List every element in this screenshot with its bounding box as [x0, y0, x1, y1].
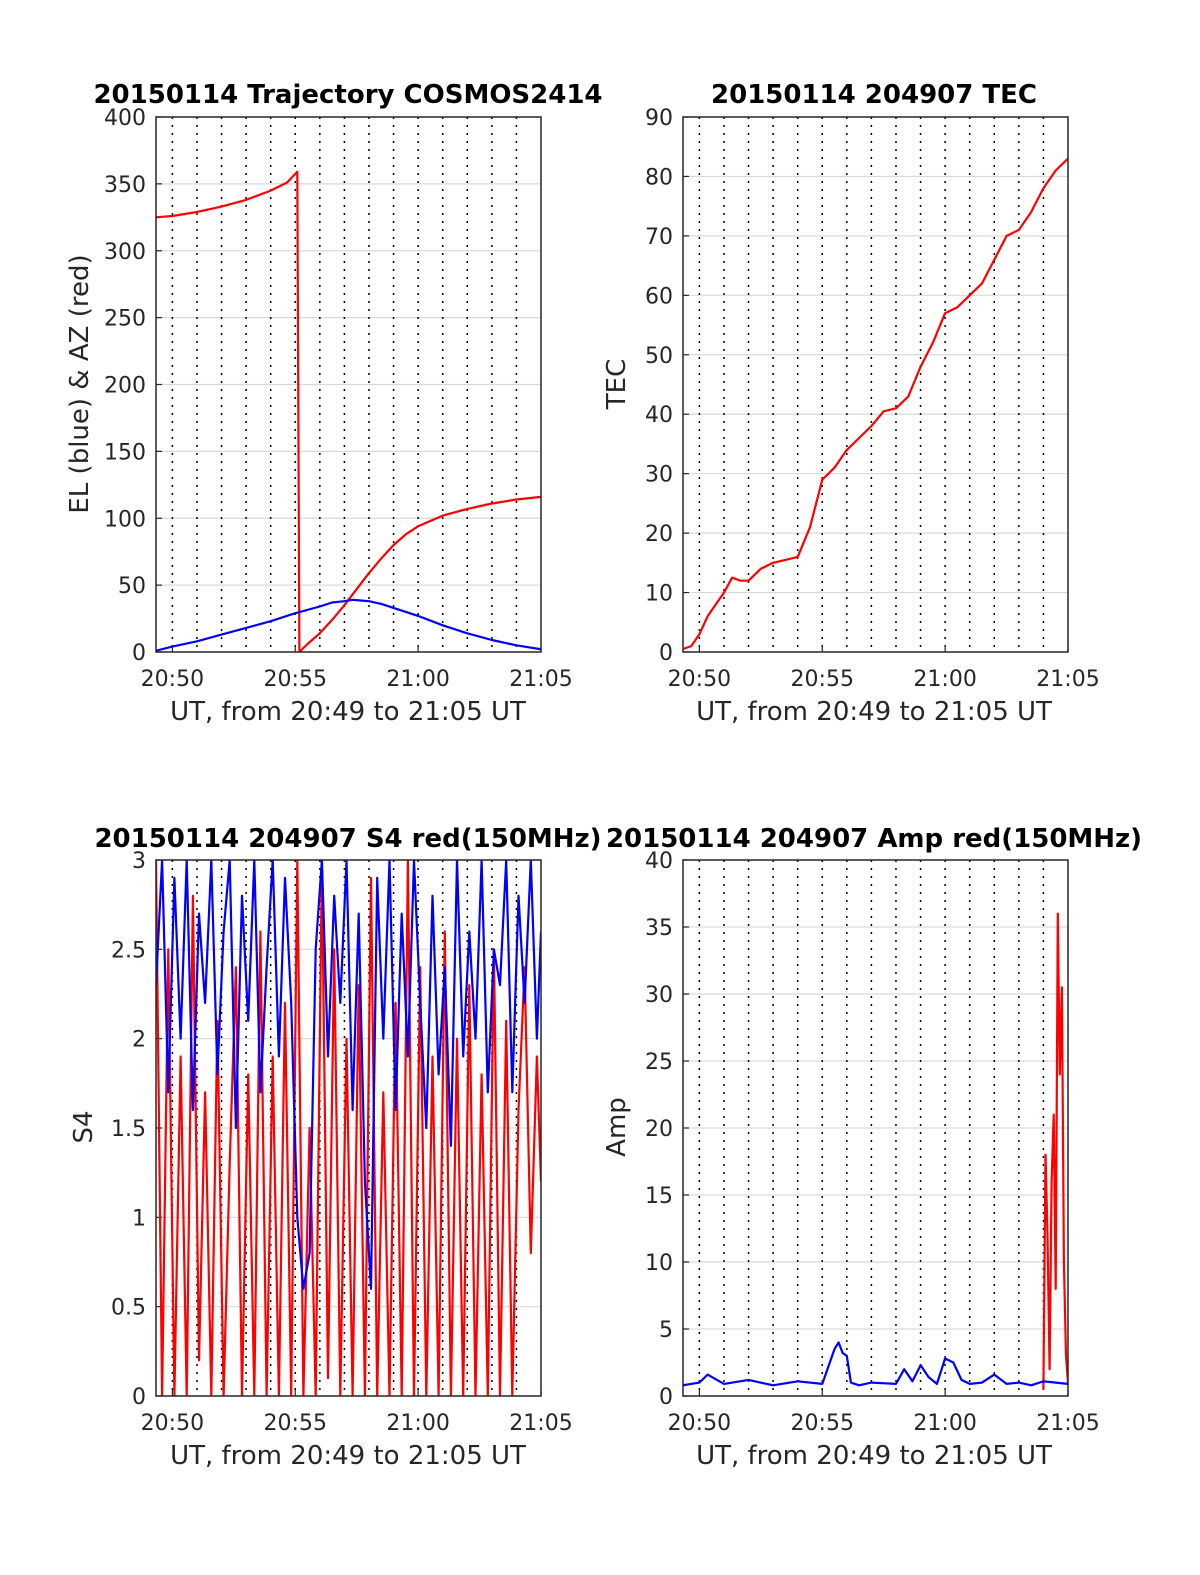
y-tick-label: 100 [104, 507, 146, 532]
y-axis-label: EL (blue) & AZ (red) [65, 254, 95, 513]
y-tick-label: 35 [645, 916, 673, 941]
x-tick-label: 20:50 [141, 1411, 204, 1436]
y-tick-label: 70 [645, 225, 673, 250]
x-tick-label: 21:05 [1036, 667, 1099, 692]
s4-plot: 20150114 204907 S4 red(150MHz) UT, from … [69, 824, 602, 1471]
y-tick-label: 300 [104, 240, 146, 265]
y-tick-label: 40 [645, 403, 673, 428]
y-tick-label: 40 [645, 849, 673, 874]
x-tick-label: 20:50 [668, 1411, 731, 1436]
y-tick-label: 2 [132, 1028, 146, 1053]
plot-title: 20150114 204907 TEC [711, 80, 1037, 110]
x-axis-label: UT, from 20:49 to 21:05 UT [170, 1441, 526, 1471]
y-tick-label: 0 [659, 641, 673, 666]
y-tick-label: 0 [132, 641, 146, 666]
y-tick-label: 30 [645, 463, 673, 488]
y-tick-label: 400 [104, 106, 146, 131]
x-tick-label: 20:55 [791, 1411, 854, 1436]
y-tick-label: 50 [645, 344, 673, 369]
x-tick-label: 21:05 [1036, 1411, 1099, 1436]
series-line-1 [683, 1341, 1068, 1387]
y-tick-label: 10 [645, 582, 673, 607]
x-tick-label: 21:05 [509, 1411, 572, 1436]
y-tick-label: 0.5 [111, 1296, 146, 1321]
amp-plot: 20150114 204907 Amp red(150MHz) UT, from… [602, 824, 1142, 1471]
y-tick-label: 2.5 [111, 938, 146, 963]
tec-plot: 20150114 204907 TEC UT, from 20:49 to 21… [602, 80, 1100, 727]
y-tick-label: 1 [132, 1206, 146, 1231]
axes-frame [682, 116, 1069, 653]
x-tick-label: 20:55 [791, 667, 854, 692]
y-axis-label: S4 [69, 1110, 99, 1143]
axes-frame [155, 859, 542, 1397]
y-tick-label: 3 [132, 849, 146, 874]
series-line-1 [156, 860, 541, 1290]
x-tick-label: 20:50 [668, 667, 731, 692]
y-tick-label: 5 [659, 1318, 673, 1343]
x-axis-label: UT, from 20:49 to 21:05 UT [170, 697, 526, 727]
x-axis-label: UT, from 20:49 to 21:05 UT [696, 1441, 1052, 1471]
y-tick-label: 25 [645, 1050, 673, 1075]
y-tick-label: 150 [104, 440, 146, 465]
series-line-0 [683, 157, 1068, 651]
y-tick-label: 200 [104, 374, 146, 399]
y-tick-label: 20 [645, 522, 673, 547]
x-tick-label: 21:00 [386, 1411, 449, 1436]
y-tick-label: 0 [659, 1385, 673, 1410]
y-tick-label: 15 [645, 1184, 673, 1209]
y-tick-label: 80 [645, 165, 673, 190]
plot-title: 20150114 204907 S4 red(150MHz) [94, 824, 601, 854]
x-tick-label: 21:05 [509, 667, 572, 692]
x-tick-label: 21:00 [913, 1411, 976, 1436]
trajectory-plot: 20150114 Trajectory COSMOS2414 UT, from … [65, 80, 603, 727]
plot-title: 20150114 Trajectory COSMOS2414 [93, 80, 602, 110]
y-tick-label: 1.5 [111, 1117, 146, 1142]
y-tick-label: 350 [104, 173, 146, 198]
x-tick-label: 21:00 [386, 667, 449, 692]
series-line-1 [156, 598, 541, 652]
series-line-0 [1042, 912, 1068, 1390]
x-tick-label: 20:55 [264, 1411, 327, 1436]
y-tick-label: 0 [132, 1385, 146, 1410]
y-tick-label: 90 [645, 106, 673, 131]
plot-title: 20150114 204907 Amp red(150MHz) [606, 824, 1142, 854]
y-tick-label: 20 [645, 1117, 673, 1142]
y-tick-label: 10 [645, 1251, 673, 1276]
x-tick-label: 20:55 [264, 667, 327, 692]
y-axis-label: TEC [602, 359, 632, 410]
axes-frame [682, 859, 1069, 1397]
y-tick-label: 60 [645, 284, 673, 309]
axes-frame [155, 116, 542, 653]
x-axis-label: UT, from 20:49 to 21:05 UT [696, 697, 1052, 727]
y-tick-label: 30 [645, 983, 673, 1008]
x-tick-label: 20:50 [141, 667, 204, 692]
y-tick-label: 250 [104, 307, 146, 332]
series-line-0 [156, 860, 541, 1396]
x-tick-label: 21:00 [913, 667, 976, 692]
y-axis-label: Amp [602, 1097, 632, 1157]
series-line-0 [156, 170, 541, 652]
y-tick-label: 50 [118, 574, 146, 599]
